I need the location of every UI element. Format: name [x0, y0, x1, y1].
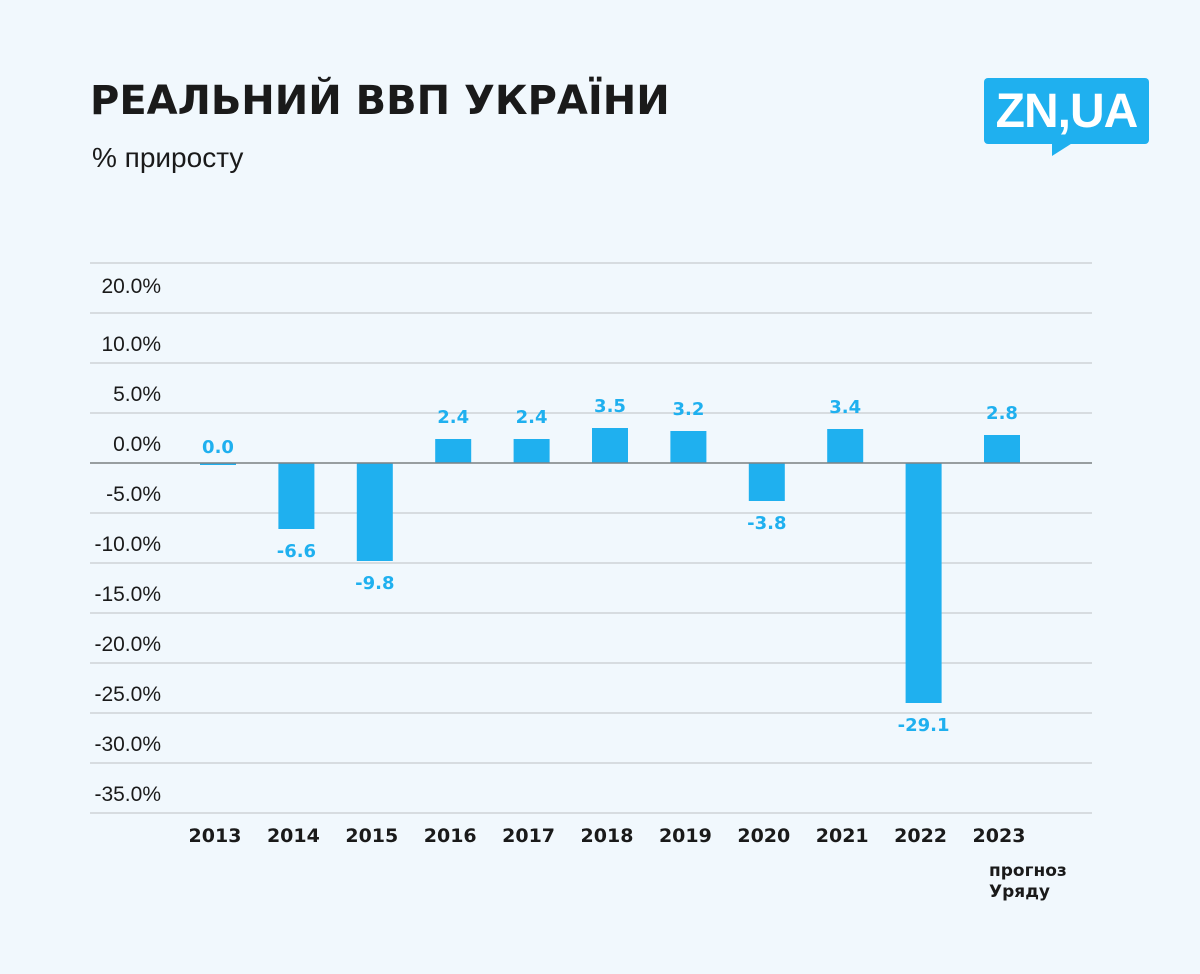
- x-tick-2020: 2020: [737, 825, 790, 847]
- x-tick-2018: 2018: [581, 825, 634, 847]
- x-tick-2014: 2014: [267, 825, 320, 847]
- y-tick-label: -15.0%: [94, 583, 161, 606]
- data-label-2013: 0.0: [202, 437, 234, 458]
- data-labels: 0.0 -6.6 -9.8 2.4 2.4 3.5 3.2 -3.8 3.4 -29.1 2.8: [202, 396, 1018, 736]
- y-tick-label: -35.0%: [94, 783, 161, 806]
- data-label-2019: 3.2: [672, 399, 704, 420]
- bar-2014: [278, 463, 315, 529]
- data-label-2022: -29.1: [898, 715, 950, 736]
- zn-ua-logo: ZN,UA: [984, 78, 1149, 144]
- x-tick-2016: 2016: [424, 825, 477, 847]
- forecast-note-line: Уряду: [989, 882, 1050, 902]
- chart-title: РЕАЛЬНИЙ ВВП УКРАЇНИ: [90, 78, 670, 124]
- x-tick-2022: 2022: [894, 825, 947, 847]
- x-tick-2019: 2019: [659, 825, 712, 847]
- data-label-2016: 2.4: [437, 407, 469, 428]
- bar-2022: [905, 463, 942, 703]
- x-axis-ticks: 2013 2014 2015 2016 2017 2018 2019 2020 2021 2022…: [189, 825, 1026, 847]
- chart-subtitle: % приросту: [92, 142, 244, 173]
- data-label-2021: 3.4: [829, 397, 861, 418]
- bar-2016: [435, 439, 472, 463]
- y-tick-label: -5.0%: [106, 483, 161, 506]
- y-tick-label: -20.0%: [94, 633, 161, 656]
- data-label-2014: -6.6: [277, 541, 316, 562]
- bars: [200, 428, 1020, 703]
- bar-2015: [356, 463, 393, 561]
- y-tick-label: -25.0%: [94, 683, 161, 706]
- data-label-2018: 3.5: [594, 396, 626, 417]
- bar-2020: [748, 463, 785, 501]
- x-tick-2017: 2017: [502, 825, 555, 847]
- bar-2021: [827, 429, 864, 463]
- x-tick-2013: 2013: [189, 825, 242, 847]
- forecast-note-line: прогноз: [989, 861, 1067, 881]
- x-tick-2015: 2015: [345, 825, 398, 847]
- bar-2019: [670, 431, 707, 463]
- bar-2017: [513, 439, 550, 463]
- data-label-2023: 2.8: [986, 403, 1018, 424]
- data-label-2017: 2.4: [516, 407, 548, 428]
- bar-2023: [984, 435, 1020, 463]
- y-tick-label: 0.0%: [113, 433, 161, 456]
- data-label-2015: -9.8: [355, 573, 394, 594]
- y-axis-ticks: 20.0% 10.0% 5.0% 0.0% -5.0% -10.0% -15.0% -20.0…: [94, 275, 161, 806]
- y-tick-label: -10.0%: [94, 533, 161, 556]
- y-tick-label: 5.0%: [113, 383, 161, 406]
- bar-2013: [200, 463, 236, 465]
- bar-2018: [592, 428, 628, 463]
- y-tick-label: 10.0%: [101, 333, 161, 356]
- x-tick-2023: 2023: [973, 825, 1026, 847]
- y-tick-label: -30.0%: [94, 733, 161, 756]
- y-tick-label: 20.0%: [101, 275, 161, 298]
- x-tick-2021: 2021: [816, 825, 869, 847]
- data-label-2020: -3.8: [747, 513, 786, 534]
- logo-speech-tail: [1052, 142, 1074, 156]
